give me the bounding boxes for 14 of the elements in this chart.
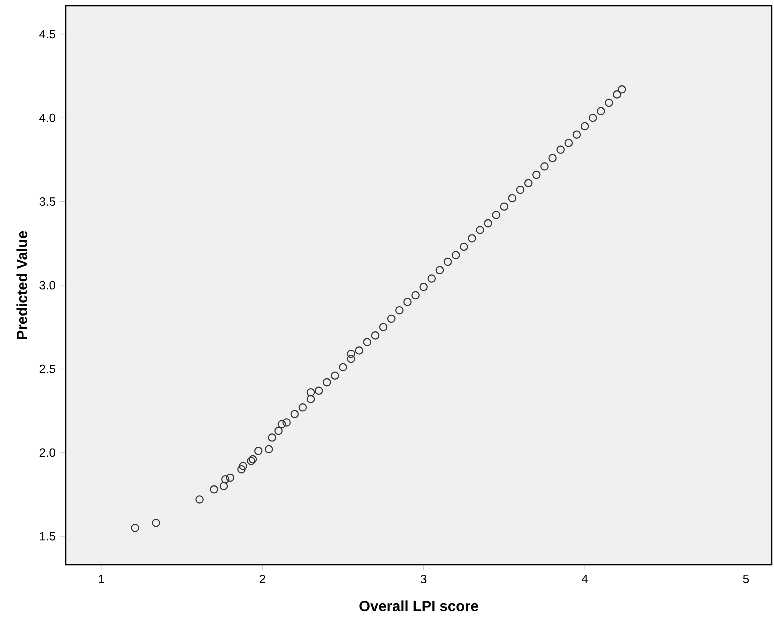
- y-tick-label: 2.5: [40, 364, 56, 374]
- y-tick-label: 1.5: [40, 532, 56, 541]
- y-tick-label: 2.0: [40, 448, 56, 458]
- x-tick-label: 1: [99, 575, 104, 584]
- y-tick-label: 3.5: [40, 198, 56, 206]
- x-axis-title: Overall LPI score: [360, 600, 478, 612]
- x-tick-label: 2: [260, 575, 266, 584]
- y-tick-label: 4.5: [40, 30, 56, 39]
- x-tick-label: 3: [420, 575, 427, 584]
- y-tick-label: 3.0: [40, 281, 56, 290]
- x-tick-label: 4: [582, 575, 588, 584]
- y-axis-title: Predicted Value: [16, 231, 28, 340]
- y-tick-label: 4.0: [40, 114, 56, 122]
- x-tick-label: 5: [743, 575, 750, 584]
